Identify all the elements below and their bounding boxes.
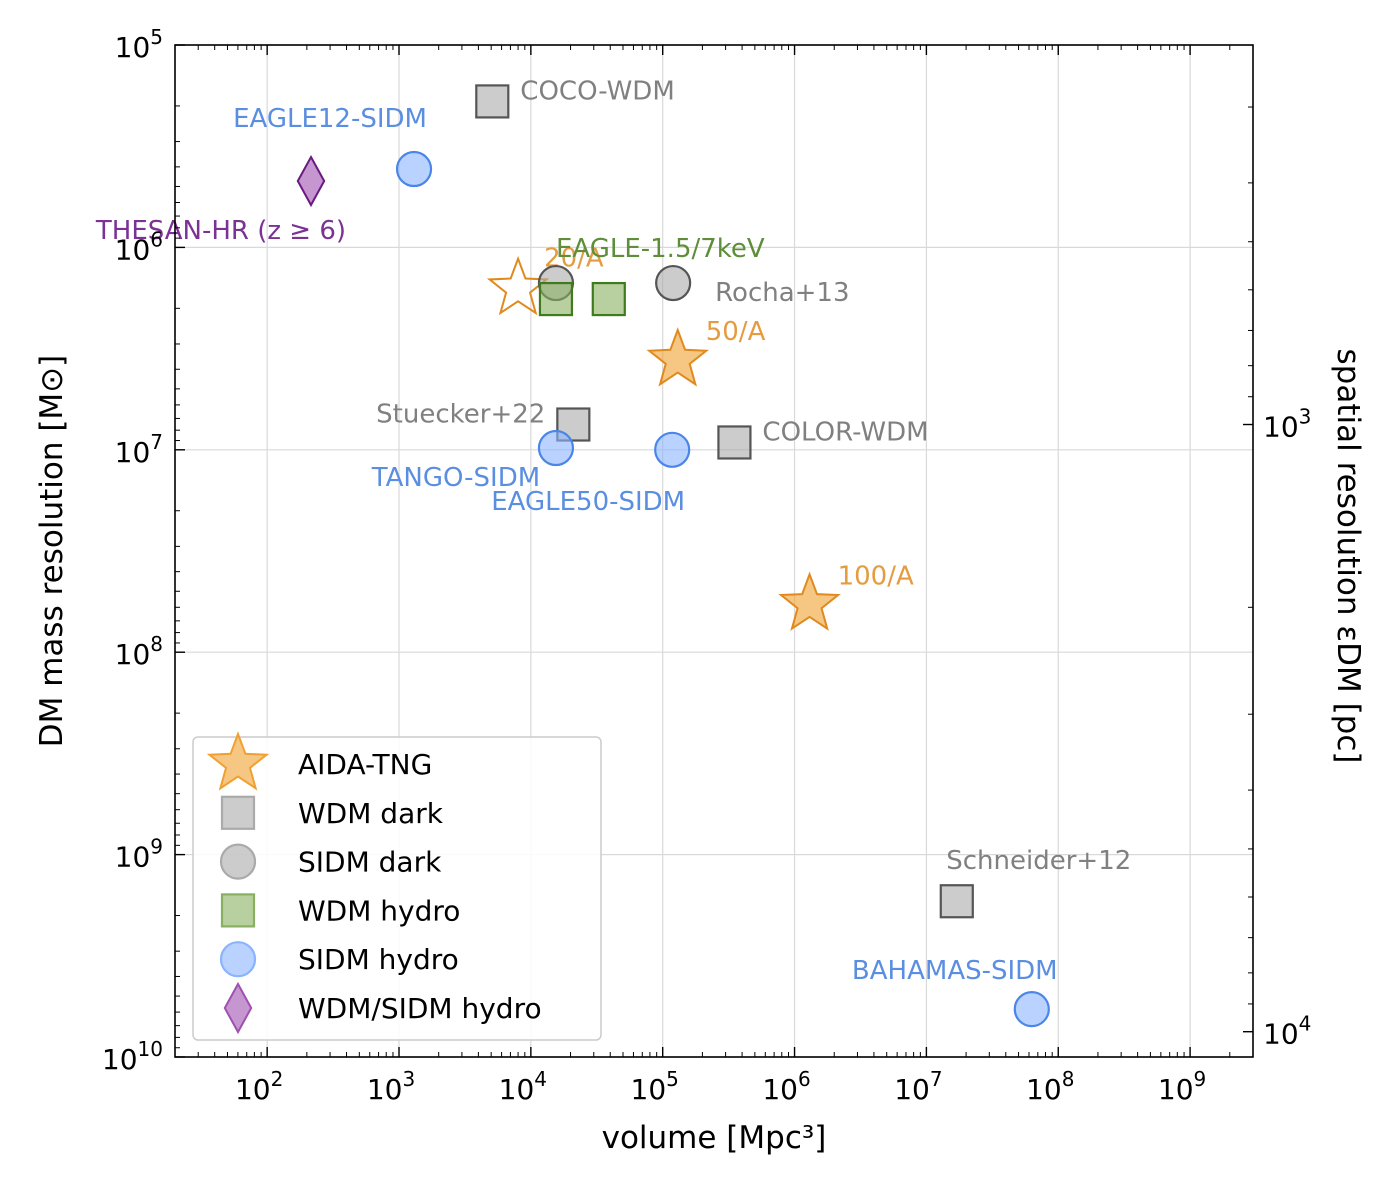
point-wdm-dark bbox=[939, 884, 974, 919]
point-wdm-dark bbox=[475, 84, 510, 119]
legend-entry-label: WDM dark bbox=[298, 797, 444, 830]
point-label: Schneider+12 bbox=[946, 846, 1131, 876]
point-label: COCO-WDM bbox=[520, 76, 674, 106]
point-label: THESAN-HR (z ≥ 6) bbox=[95, 216, 346, 246]
point-wdm-hydro bbox=[538, 281, 574, 317]
point-label: EAGLE12-SIDM bbox=[233, 104, 427, 134]
legend-marker bbox=[220, 893, 256, 928]
plot-frame bbox=[174, 44, 1254, 1058]
y-tick-label: 109 bbox=[115, 835, 163, 874]
point-label: TANGO-SIDM bbox=[371, 463, 540, 493]
x-tick-label: 108 bbox=[1026, 1067, 1074, 1106]
x-tick-label: 107 bbox=[894, 1067, 942, 1106]
data-points: 20/A50/A100/ACOCO-WDMStuecker+22COLOR-WD… bbox=[95, 76, 1131, 1028]
legend-entry-label: AIDA-TNG bbox=[298, 748, 432, 781]
x-tick-label: 103 bbox=[367, 1067, 415, 1106]
legend: AIDA-TNG WDM dark SIDM dark WDM hydro SIDM h… bbox=[192, 731, 602, 1041]
point-wdm-sidm-hydro bbox=[296, 154, 326, 208]
y-tick-label: 1010 bbox=[102, 1037, 163, 1076]
point-aida-tng bbox=[646, 327, 709, 387]
x-tick-label: 102 bbox=[235, 1067, 283, 1106]
point-sidm-hydro bbox=[1013, 991, 1050, 1028]
y2-axis-label: spatial resolution εDM [pc] bbox=[1330, 349, 1366, 764]
axis-ticks bbox=[174, 44, 1254, 1058]
y-tick-label: 106 bbox=[115, 227, 163, 266]
y-tick-label: 105 bbox=[115, 25, 163, 64]
point-wdm-dark bbox=[717, 425, 752, 460]
y-axis-label: DM mass resolution [M⊙] bbox=[34, 355, 70, 747]
y2-tick-label: 104 bbox=[1263, 1012, 1311, 1051]
point-label: 50/A bbox=[706, 317, 766, 347]
legend-entry-label: SIDM dark bbox=[298, 846, 442, 879]
legend-marker bbox=[220, 795, 256, 830]
point-label: Stuecker+22 bbox=[376, 400, 545, 430]
y-tick-label: 108 bbox=[115, 632, 163, 671]
point-sidm-hydro bbox=[654, 431, 691, 468]
legend-marker bbox=[219, 941, 257, 978]
x-tick-label: 105 bbox=[631, 1067, 679, 1106]
x-axis-label: volume [Mpc³] bbox=[602, 1120, 827, 1156]
y2-tick-label: 103 bbox=[1263, 405, 1311, 444]
point-wdm-hydro bbox=[591, 281, 626, 317]
legend-entry-label: WDM/SIDM hydro bbox=[298, 992, 542, 1025]
x-tick-label: 104 bbox=[499, 1067, 547, 1106]
legend-marker bbox=[219, 843, 257, 880]
y-tick-label: 107 bbox=[115, 430, 163, 469]
point-sidm-hydro bbox=[537, 429, 575, 467]
point-label: EAGLE-1.5/7keV bbox=[556, 234, 765, 264]
legend-marker bbox=[206, 731, 270, 791]
point-label: EAGLE50-SIDM bbox=[491, 487, 685, 517]
point-label: 100/A bbox=[838, 561, 914, 591]
legend-marker bbox=[223, 981, 253, 1035]
point-sidm-hydro bbox=[395, 150, 433, 188]
point-aida-tng bbox=[778, 571, 841, 631]
axis-tick-labels: 102 103 104 105 106 107 108 109 105 106 107 108 109 1… bbox=[102, 25, 1311, 1106]
legend-entry-label: SIDM hydro bbox=[298, 943, 459, 976]
point-sidm-dark bbox=[655, 264, 692, 302]
point-label: Rocha+13 bbox=[715, 278, 849, 308]
point-label: COLOR-WDM bbox=[762, 417, 928, 447]
legend-box bbox=[192, 736, 602, 1041]
legend-entry-label: WDM hydro bbox=[298, 894, 460, 927]
x-tick-label: 109 bbox=[1158, 1067, 1206, 1106]
x-tick-label: 106 bbox=[762, 1067, 810, 1106]
point-aida-tng bbox=[486, 255, 550, 316]
point-label: BAHAMAS-SIDM bbox=[852, 956, 1058, 986]
